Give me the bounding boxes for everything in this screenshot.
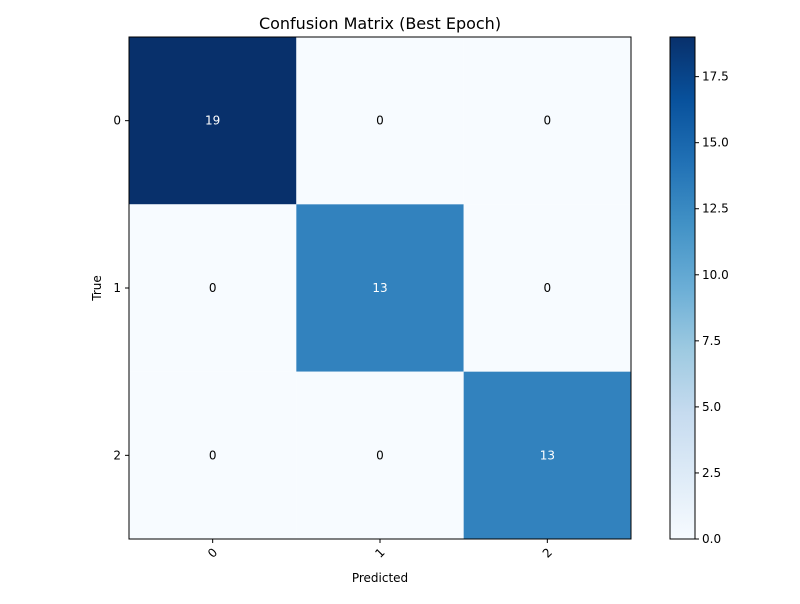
cell-value-label: 0 <box>209 281 217 295</box>
colorbar-tick-label: 0.0 <box>702 532 721 546</box>
heatmap-cell <box>463 371 631 539</box>
y-tick-label: 2 <box>113 448 121 462</box>
heatmap-cell-labels: 19 0 0 0 13 0 0 0 13 <box>205 114 555 463</box>
cell-value-label: 0 <box>544 114 552 128</box>
x-axis-label: Predicted <box>352 571 408 585</box>
heatmap-cells <box>129 37 631 539</box>
colorbar <box>669 36 696 540</box>
y-axis-label: True <box>90 275 104 302</box>
colorbar-tick-label: 5.0 <box>702 400 721 414</box>
heatmap-cell <box>129 37 297 205</box>
colorbar-tick-label: 15.0 <box>702 136 729 150</box>
heatmap-cell <box>129 371 297 539</box>
x-axis-ticks: 0 1 2 <box>205 539 555 561</box>
cell-value-label: 0 <box>376 448 384 462</box>
colorbar-tick-label: 17.5 <box>702 70 729 84</box>
heatmap-cell <box>463 204 631 372</box>
y-axis-ticks: 0 1 2 <box>113 114 129 462</box>
colorbar-tick-label: 12.5 <box>702 202 729 216</box>
y-tick-label: 0 <box>113 114 121 128</box>
heatmap-cell <box>296 37 464 205</box>
x-tick-label: 1 <box>372 545 387 560</box>
colorbar-tick-label: 2.5 <box>702 466 721 480</box>
cell-value-label: 13 <box>372 281 387 295</box>
chart-title: Confusion Matrix (Best Epoch) <box>259 14 501 33</box>
heatmap-cell <box>296 204 464 372</box>
heatmap-cell <box>296 371 464 539</box>
heatmap-cell <box>129 204 297 372</box>
heatmap-cell <box>463 37 631 205</box>
cell-value-label: 0 <box>544 281 552 295</box>
cell-value-label: 0 <box>376 114 384 128</box>
x-tick-label: 2 <box>540 545 555 560</box>
y-tick-label: 1 <box>113 281 121 295</box>
cell-value-label: 13 <box>540 448 555 462</box>
colorbar-tick-label: 10.0 <box>702 268 729 282</box>
colorbar-tick-label: 7.5 <box>702 334 721 348</box>
colorbar-ticks: 0.0 2.5 5.0 7.5 10.0 12.5 15.0 17.5 <box>695 70 729 546</box>
cell-value-label: 19 <box>205 114 220 128</box>
cell-value-label: 0 <box>209 448 217 462</box>
x-tick-label: 0 <box>205 545 220 560</box>
